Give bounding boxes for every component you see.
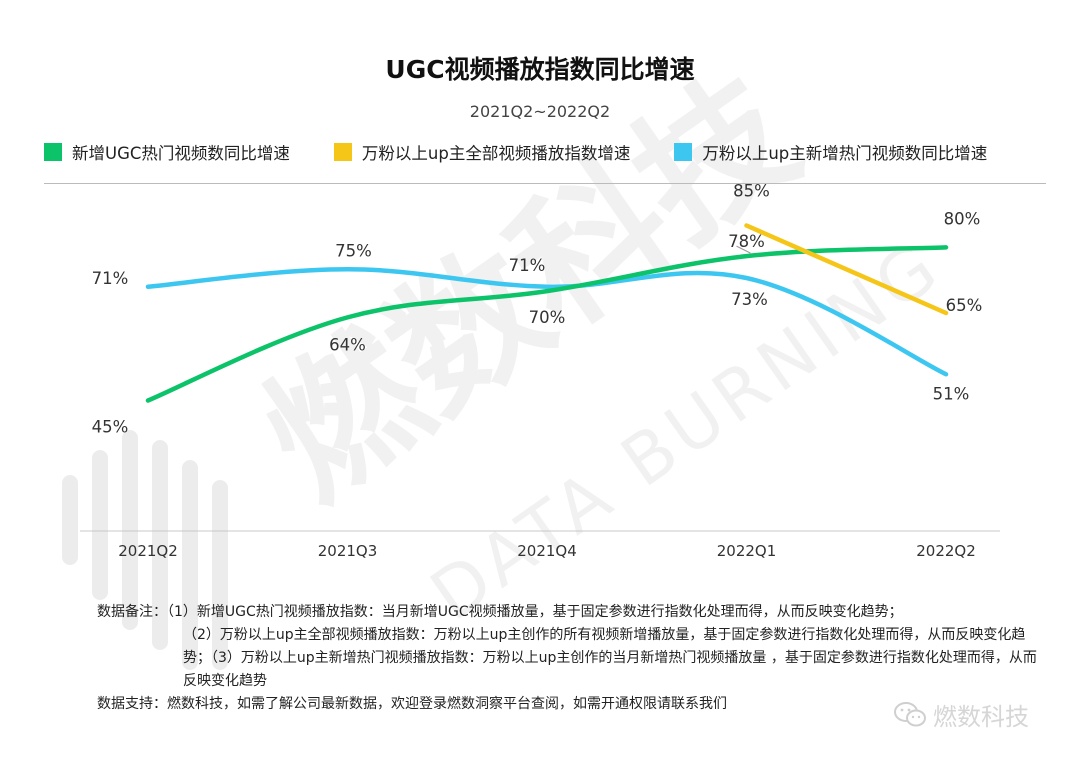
x-tick-label: 2022Q2 (916, 542, 976, 560)
data-label: 64% (329, 335, 366, 354)
series-line-new-hot (145, 267, 949, 377)
brand-logo: 燃数科技 (893, 697, 1029, 732)
notes-line-1: 数据备注：（1）新增UGC热门视频播放指数：当月新增UGC视频播放量，基于固定参… (97, 604, 903, 620)
x-tick-label: 2021Q2 (118, 542, 178, 560)
chart-subtitle: 2021Q2~2022Q2 (469, 102, 611, 121)
x-tick-label: 2021Q4 (517, 542, 577, 560)
legend-label: 万粉以上up主新增热门视频数同比增速 (702, 144, 988, 163)
data-label: 73% (731, 290, 768, 309)
line-chart: 2021Q2 2021Q3 2021Q4 2022Q1 2022Q2 45% 64% 70% 7… (80, 182, 1000, 560)
legend-item-new-ugc: 新增UGC热门视频数同比增速 (44, 140, 290, 164)
legend-item-all-video: 万粉以上up主全部视频播放指数增速 (333, 140, 631, 164)
data-label: 80% (944, 209, 981, 228)
label-leader-line (736, 245, 751, 254)
legend-swatch (674, 143, 693, 161)
x-tick-label: 2022Q1 (717, 542, 777, 560)
data-label: 65% (946, 296, 983, 315)
legend-label: 新增UGC热门视频数同比增速 (72, 144, 290, 163)
divider (44, 183, 1046, 184)
brand-name: 燃数科技 (933, 703, 1029, 731)
x-tick-label: 2021Q3 (318, 542, 378, 560)
notes: 数据备注：（1）新增UGC热门视频播放指数：当月新增UGC视频播放量，基于固定参… (97, 601, 1037, 716)
legend-swatch (333, 143, 352, 161)
notes-line-2: （2）万粉以上up主全部视频播放指数：万粉以上up主创作的所有视频新增播放量，基… (183, 627, 1037, 689)
data-label: 71% (509, 256, 546, 275)
chart-title: UGC视频播放指数同比增速 (385, 55, 695, 84)
legend-label: 万粉以上up主全部视频播放指数增速 (361, 144, 631, 163)
data-label: 45% (92, 418, 129, 437)
wechat-icon (894, 701, 926, 726)
data-label: 75% (335, 241, 372, 260)
series-line-new-ugc (145, 245, 949, 403)
data-label: 85% (733, 182, 770, 201)
data-label: 70% (529, 308, 566, 327)
legend-swatch (44, 143, 62, 161)
notes-line-3: 数据支持：燃数科技，如需了解公司最新数据，欢迎登录燃数洞察平台查阅，如需开通权限… (97, 696, 727, 712)
data-label: 51% (933, 384, 970, 403)
legend-item-new-hot: 万粉以上up主新增热门视频数同比增速 (674, 140, 987, 164)
data-label: 78% (728, 232, 765, 251)
legend: 新增UGC热门视频数同比增速 万粉以上up主全部视频播放指数增速 万粉以上up主… (44, 140, 987, 164)
data-label: 71% (92, 269, 129, 288)
series-line-all-video (744, 223, 949, 316)
